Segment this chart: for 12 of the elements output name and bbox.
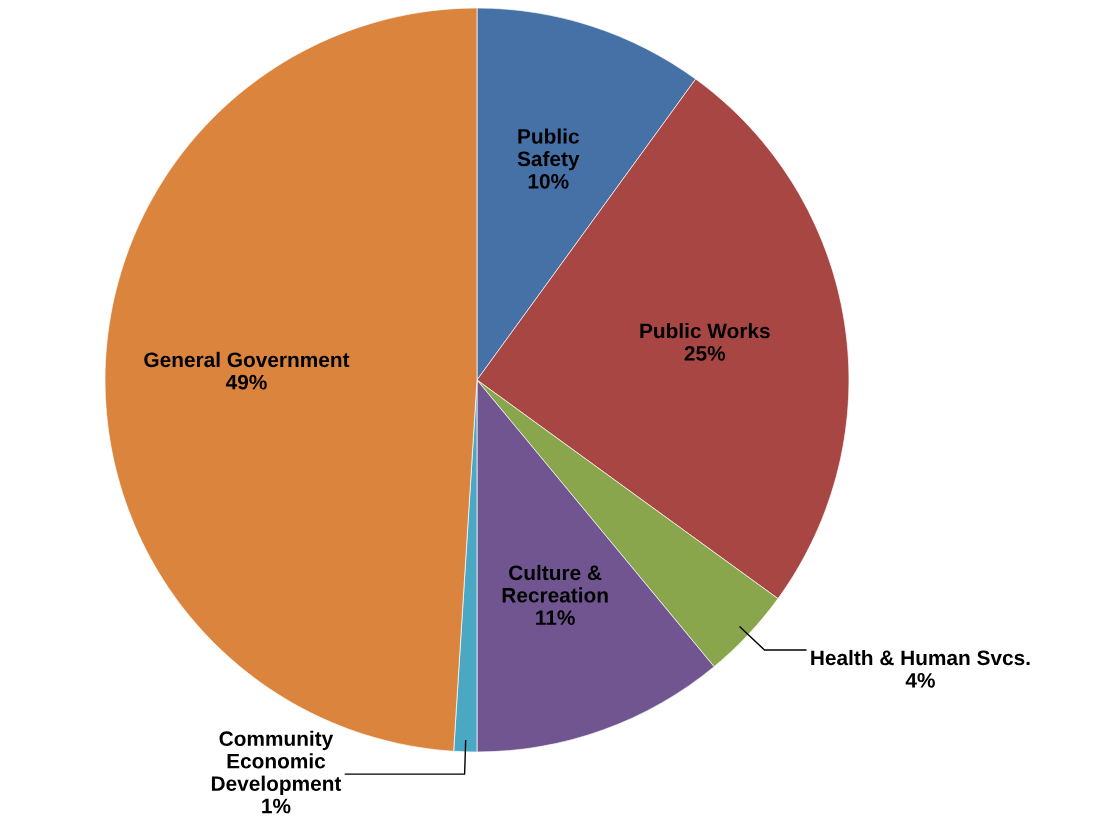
slice-label: General Government	[144, 351, 350, 368]
slice-label: Public Works	[640, 322, 770, 339]
data-label: 1%	[262, 798, 291, 814]
slice-label: Community Economic Development	[211, 730, 342, 796]
data-label: 4%	[905, 672, 935, 688]
slice-label: Health & Human Svcs.	[811, 649, 1030, 666]
data-label: 49%	[225, 374, 267, 390]
data-label: 25%	[684, 345, 726, 361]
data-label: 11%	[536, 610, 575, 625]
slice-label: Culture & Recreation	[502, 564, 608, 603]
slice-label: Public Safety	[517, 128, 580, 171]
data-label: 10%	[528, 173, 569, 189]
